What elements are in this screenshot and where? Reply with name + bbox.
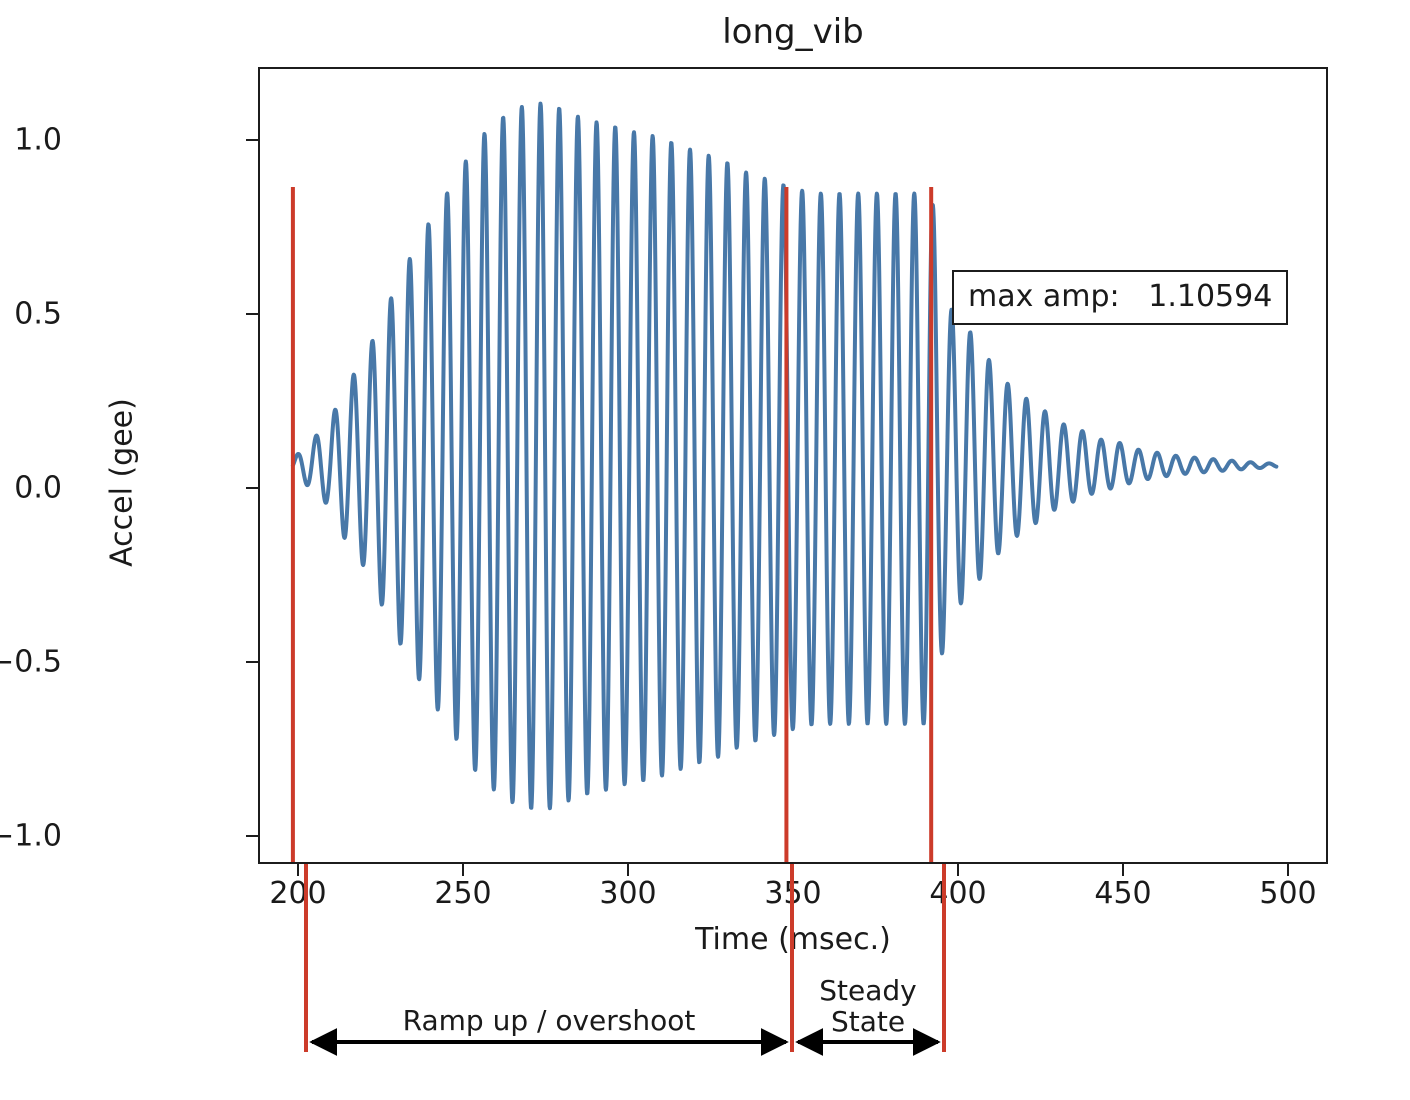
xtick-label-0: 200 [269,876,327,911]
ytick-label-1: 0.5 [14,296,62,332]
xtick-label-3: 350 [764,876,822,911]
xtick-mark-4 [957,864,959,876]
ytick-label-0: 1.0 [14,122,62,158]
region-label-steady-state: Steady State [819,974,917,1039]
xtick-mark-6 [1287,864,1289,876]
xtick-label-5: 450 [1094,876,1152,911]
ytick-mark-1 [246,313,258,315]
ytick-label-4: −1.0 [0,818,62,854]
xtick-mark-1 [462,864,464,876]
max-amp-annotation: max amp: 1.10594 [952,270,1289,325]
xtick-mark-2 [627,864,629,876]
ytick-mark-0 [246,139,258,141]
plot-area [258,67,1328,864]
xtick-label-4: 400 [929,876,987,911]
ytick-mark-4 [246,835,258,837]
xtick-mark-0 [297,864,299,876]
xtick-label-2: 300 [599,876,657,911]
xtick-label-1: 250 [434,876,492,911]
page-title: long_vib [722,12,864,52]
signal-plot [290,101,1279,862]
xtick-mark-5 [1122,864,1124,876]
ytick-mark-2 [246,487,258,489]
x-axis-label: Time (msec.) [695,922,891,957]
xtick-label-6: 500 [1259,876,1317,911]
y-axis-label: Accel (gee) [104,398,140,567]
xtick-mark-3 [792,864,794,876]
marker-lines [290,187,934,862]
ytick-label-2: 0.0 [14,470,62,506]
ytick-label-3: −0.5 [0,644,62,680]
region-label-ramp-up: Ramp up / overshoot [402,1004,696,1037]
ytick-mark-3 [246,661,258,663]
